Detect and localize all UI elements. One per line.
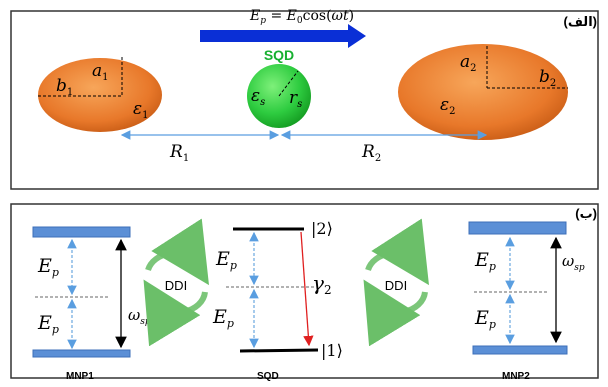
sqd-ground-level bbox=[239, 348, 319, 353]
ddi-label-left: DDI bbox=[165, 278, 187, 293]
mnp1-ep-label-lower: Ep bbox=[37, 312, 59, 336]
mnp1-lower-level bbox=[32, 349, 131, 358]
caption-sqd: SQD bbox=[257, 371, 279, 382]
sqd-radius-line bbox=[278, 70, 299, 97]
mnp1-upper-level bbox=[32, 226, 131, 238]
mnp1-ep-label-upper: Ep bbox=[37, 255, 59, 279]
field-direction-arrow bbox=[200, 24, 366, 48]
sqd-title: SQD bbox=[264, 47, 294, 63]
mnp2-ep-label-lower: Ep bbox=[474, 307, 496, 331]
sqd-eps-label: εs bbox=[251, 86, 265, 108]
caption-mnp1: MNP1 bbox=[66, 371, 94, 382]
ddi-cycle-left: DDI bbox=[143, 218, 210, 347]
ddi-label-right: DDI bbox=[385, 278, 407, 293]
sqd-level-1-label: |1⟩ bbox=[321, 341, 343, 360]
sqd-ep-label-upper: Ep bbox=[215, 248, 237, 272]
sqd-level-2-label: |2⟩ bbox=[311, 219, 333, 238]
mnp2-lower-level bbox=[472, 345, 568, 355]
mnp2-eps-label: ε2 bbox=[440, 95, 456, 117]
panel-b-label: (ب) bbox=[575, 206, 597, 221]
mnp1-ellipse bbox=[38, 58, 162, 132]
sqd-decay-arrow bbox=[300, 231, 314, 347]
mnp1-omega-label: ωsp bbox=[128, 306, 151, 327]
mnp2-a-label: a2 bbox=[460, 52, 477, 74]
mnp2-b-label: b2 bbox=[539, 67, 556, 89]
distance-r1-label: R1 bbox=[169, 142, 189, 164]
gamma-label: γ2 bbox=[312, 271, 332, 297]
panel-b-frame bbox=[10, 203, 599, 379]
sqd-ep-label-lower: Ep bbox=[212, 306, 234, 330]
ddi-cycle-right: DDI bbox=[363, 218, 430, 347]
distance-r2-label: R2 bbox=[361, 142, 381, 164]
mnp1-eps-label: ε1 bbox=[133, 99, 149, 121]
mnp2-ellipse bbox=[398, 44, 568, 140]
panel-a-frame bbox=[10, 10, 599, 190]
panel-a-label: (الف) bbox=[563, 14, 597, 29]
mnp2-upper-level bbox=[468, 221, 567, 235]
mnp2-ep-label-upper: Ep bbox=[474, 249, 496, 273]
field-equation: Ep = E0cos(ωt) bbox=[249, 8, 354, 26]
svg-text:Ep = E0cos(ωt): Ep = E0cos(ωt) bbox=[249, 8, 354, 26]
mnp1-a-label: a1 bbox=[92, 61, 109, 83]
caption-mnp2: MNP2 bbox=[502, 371, 530, 382]
mnp2-omega-label: ωsp bbox=[562, 252, 585, 273]
mnp1-b-label: b1 bbox=[56, 76, 73, 98]
sqd-r-label: rs bbox=[289, 88, 302, 110]
